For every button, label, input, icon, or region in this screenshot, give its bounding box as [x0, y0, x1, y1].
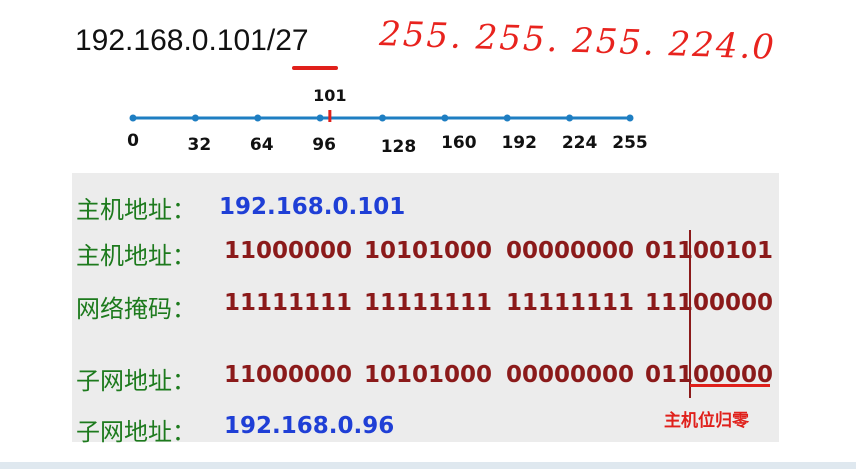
number-line-tick-32 — [191, 114, 199, 122]
number-line-tick-192 — [503, 114, 511, 122]
network-host-split-line — [689, 230, 691, 398]
number-line-tick-160 — [441, 114, 449, 122]
ip-prefix-text: 192.168.0.101/ — [75, 24, 276, 57]
subnet-binary-octet-2: 10101000 — [364, 362, 493, 388]
number-line-tick-255 — [626, 114, 634, 122]
number-line-tick-label-128: 128 — [381, 137, 417, 157]
host-address-value: 192.168.0.101 — [219, 194, 406, 220]
subnet-binary-octet-3: 00000000 — [506, 362, 635, 388]
number-line-tick-labels: 0 32 64 96 128 160 192 224 255 — [127, 131, 648, 157]
number-line-marker — [328, 110, 332, 122]
host-bits-underline — [690, 384, 770, 387]
number-line-tick-0 — [129, 114, 137, 122]
host-binary-octet-3: 00000000 — [506, 238, 635, 264]
host-address-binary-label: 主机地址： — [76, 242, 196, 270]
subnet-address-value: 192.168.0.96 — [224, 413, 395, 439]
number-line-tick-96 — [316, 114, 324, 122]
host-binary-octet-1: 11000000 — [224, 238, 353, 264]
number-line-tick-64 — [254, 114, 262, 122]
subnet-address-label: 子网地址： — [76, 418, 196, 446]
subnet-binary-octet-4: 01100000 — [645, 362, 774, 388]
number-line-diagram: 0 32 64 96 128 160 192 224 255 101 — [127, 86, 648, 157]
network-mask-label: 网络掩码： — [76, 295, 196, 323]
number-line-tick-label-0: 0 — [127, 131, 139, 151]
number-line-tick-128 — [378, 114, 386, 122]
host-binary-octet-2: 10101000 — [364, 238, 493, 264]
mask-binary-octet-2: 11111111 — [364, 290, 493, 316]
number-line-tick-label-224: 224 — [562, 133, 598, 153]
bottom-edge-bar — [0, 462, 856, 469]
address-table-panel — [72, 173, 779, 442]
number-line-ticks — [129, 114, 634, 122]
number-line-tick-label-64: 64 — [250, 135, 274, 155]
number-line-tick-label-96: 96 — [312, 135, 336, 155]
number-line-tick-label-192: 192 — [501, 133, 537, 153]
prefix-underline — [292, 66, 338, 70]
number-line-tick-label-32: 32 — [188, 135, 212, 155]
host-address-label: 主机地址： — [76, 196, 196, 224]
number-line-tick-label-160: 160 — [441, 133, 477, 153]
mask-binary-octet-4: 11100000 — [645, 290, 774, 316]
prefix-length-text: 27 — [275, 24, 309, 57]
mask-binary-octet-1: 11111111 — [224, 290, 353, 316]
subnet-binary-octet-1: 11000000 — [224, 362, 353, 388]
subnet-address-binary-label: 子网地址： — [76, 367, 196, 395]
number-line-tick-224 — [566, 114, 574, 122]
number-line-marker-label: 101 — [313, 86, 346, 105]
number-line-tick-label-255: 255 — [612, 133, 648, 153]
mask-binary-octet-3: 11111111 — [506, 290, 635, 316]
host-bits-zero-note: 主机位归零 — [664, 411, 749, 431]
host-binary-octet-4: 01100101 — [645, 238, 774, 264]
ip-cidr-title: 192.168.0.101/27 — [75, 24, 309, 58]
